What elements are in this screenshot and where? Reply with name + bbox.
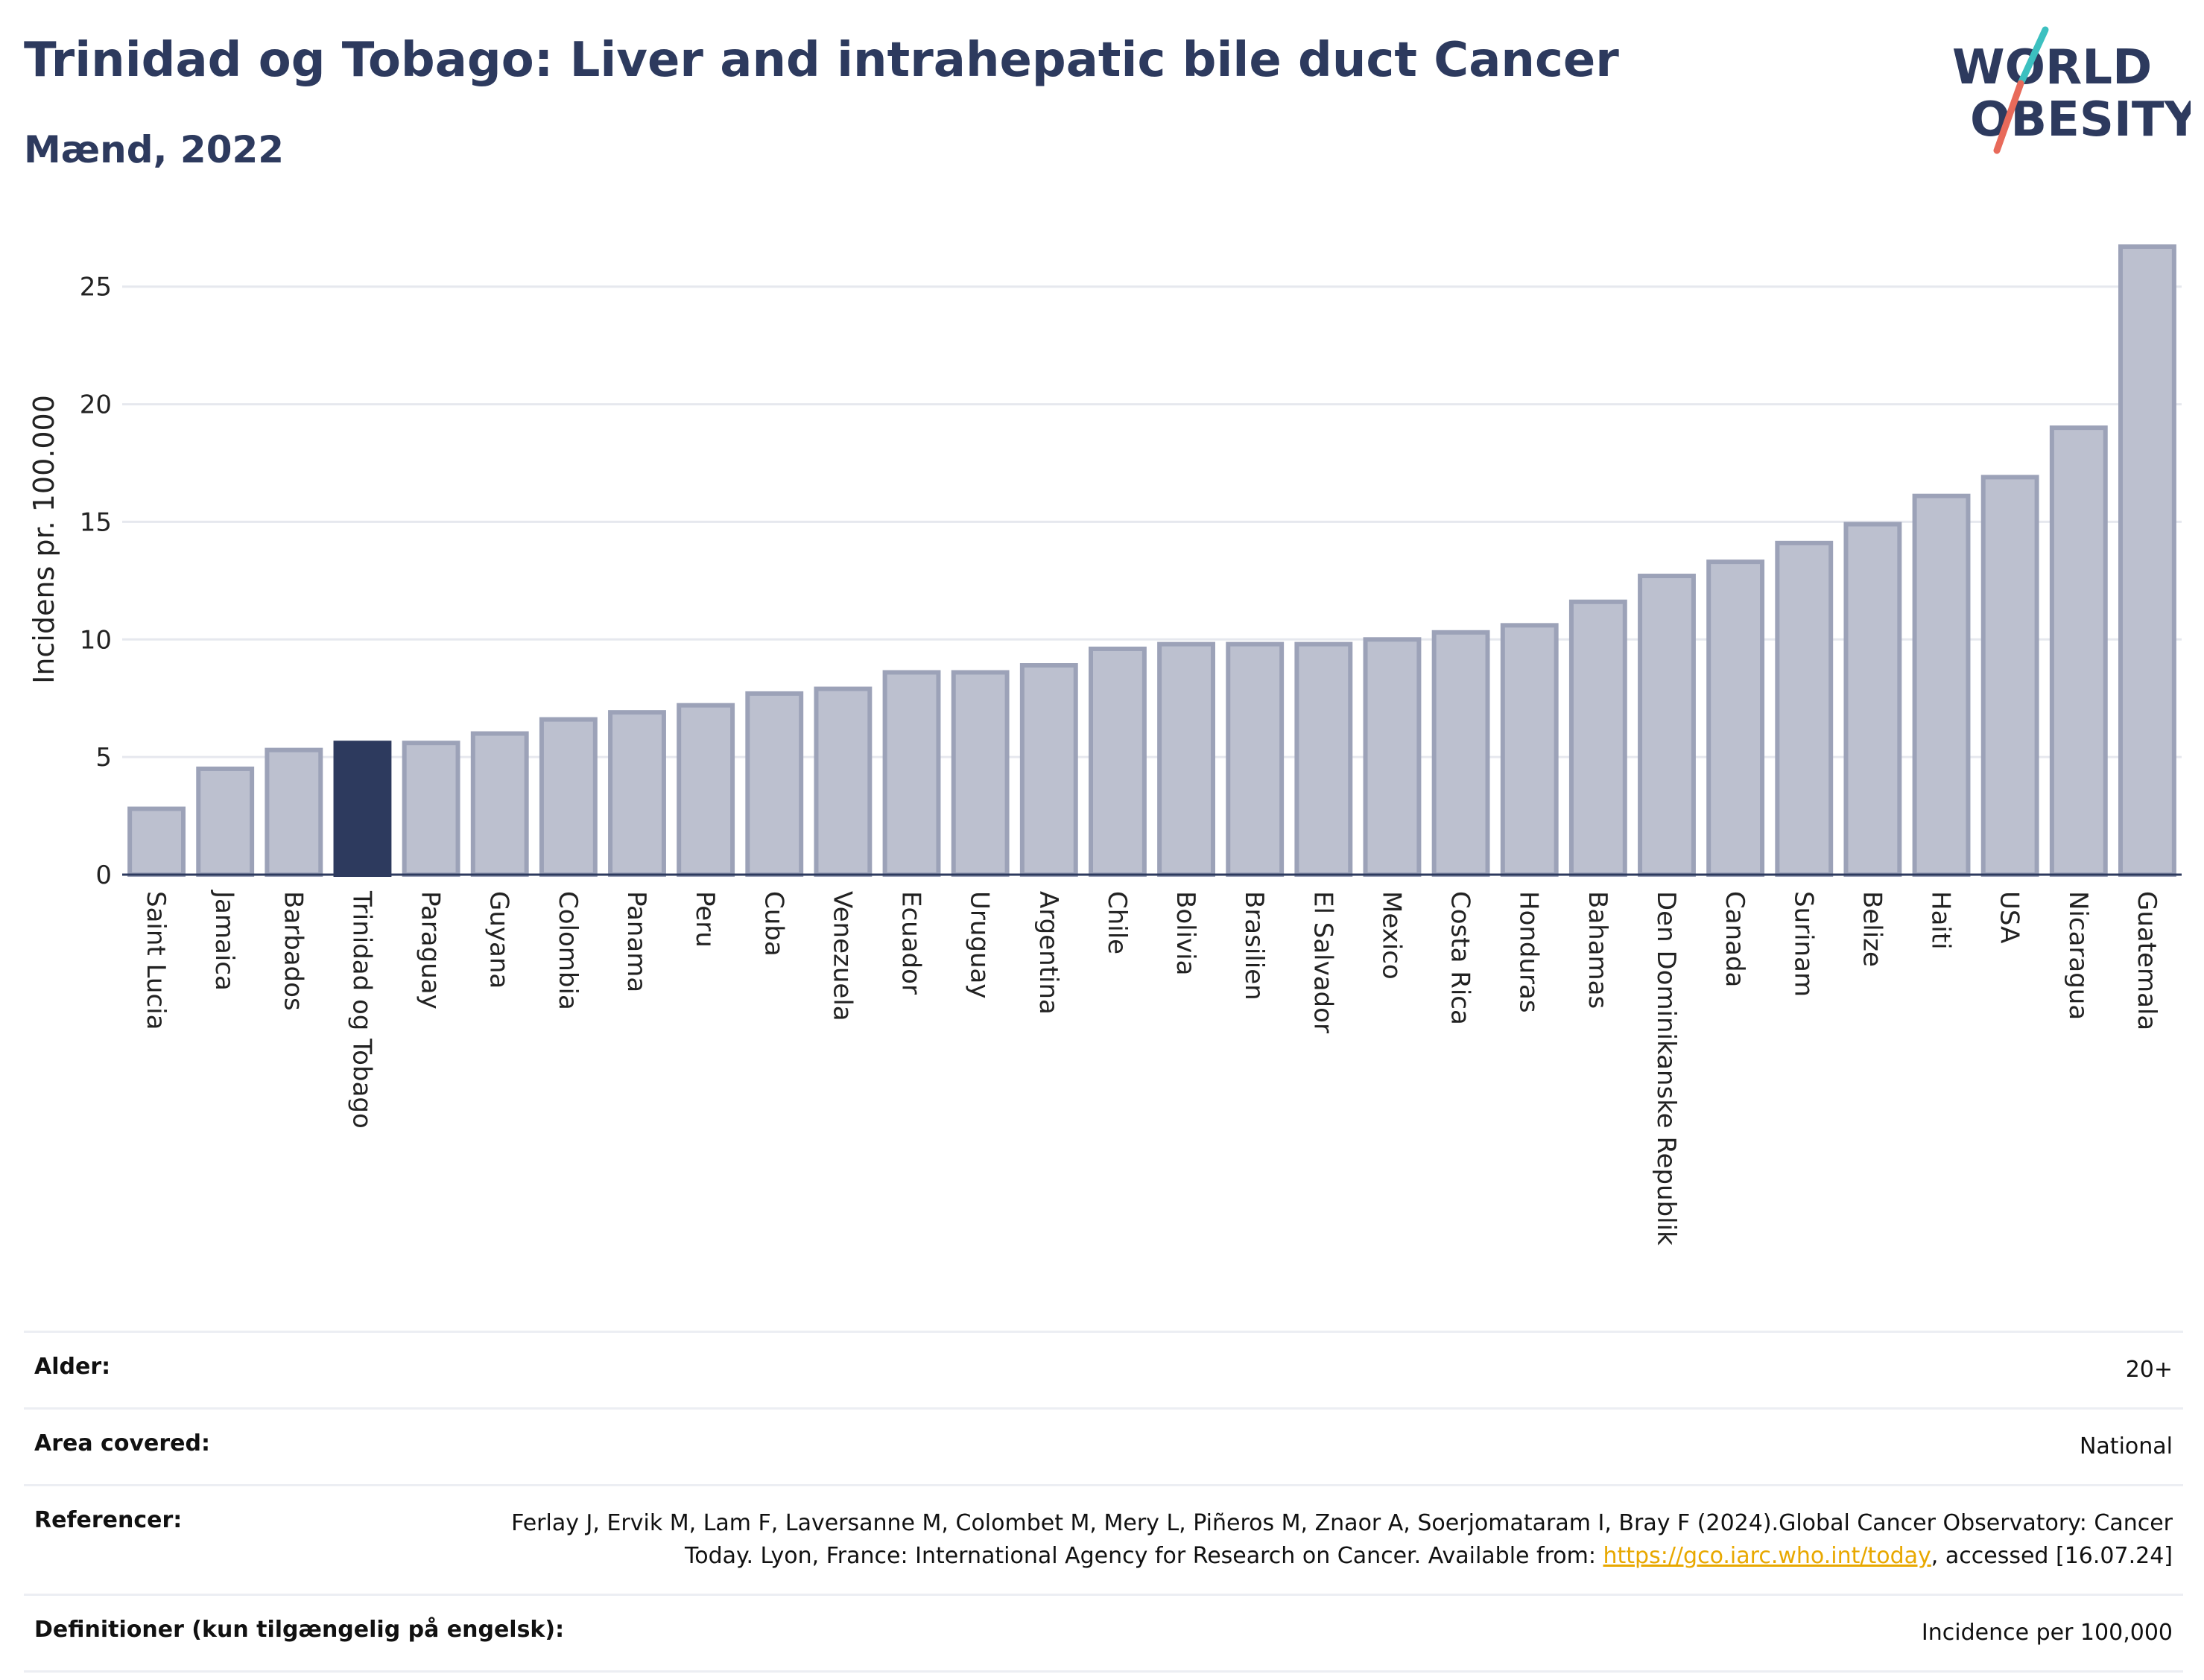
x-tick-label: Argentina	[1033, 891, 1063, 1015]
world-obesity-logo: WORLD OBESITY	[1952, 26, 2191, 154]
bar-venezuela	[814, 686, 873, 877]
x-tick-label: Surinam	[1788, 891, 1818, 997]
bar-belize	[1843, 522, 1902, 877]
y-tick-label: 5	[95, 743, 112, 773]
bar-saint-lucia	[127, 806, 186, 877]
x-tick-label: Peru	[690, 891, 720, 948]
meta-row-references: Referencer: Ferlay J, Ervik M, Lam F, La…	[24, 1484, 2183, 1594]
meta-row-definitions: Definitioner (kun tilgængelig på engelsk…	[24, 1594, 2183, 1673]
bar-chart: 0 5 10 15 20 25 Saint Lucia Jamaica Barbados Tri…	[28, 244, 2182, 1246]
x-tick-label: Brasilien	[1239, 891, 1269, 1001]
x-tick-label: Bahamas	[1583, 891, 1612, 1009]
x-tick-label: Costa Rica	[1445, 891, 1475, 1025]
y-axis-label: Incidens pr. 100.000	[28, 395, 60, 684]
x-tick-label: Barbados	[278, 891, 308, 1011]
bar-surinam	[1775, 540, 1834, 877]
meta-age-value: 20+	[2125, 1357, 2173, 1383]
x-tick-label: Chile	[1102, 891, 1132, 954]
y-tick-label: 15	[80, 507, 112, 537]
meta-row-age: Alder: 20+	[24, 1331, 2183, 1407]
x-tick-label: Belize	[1857, 891, 1887, 967]
meta-row-area: Area covered: National	[24, 1407, 2183, 1484]
x-tick-label: Jamaica	[209, 890, 239, 991]
logo-slash-coral	[1993, 80, 2024, 154]
meta-ref-text-1: Ferlay J, Ervik M, Lam F, Laversanne M, …	[511, 1510, 2173, 1569]
bar-el-salvador	[1294, 641, 1353, 877]
bar-bolivia	[1157, 641, 1215, 877]
x-tick-label: El Salvador	[1308, 891, 1337, 1033]
x-tick-label: Panama	[621, 891, 651, 992]
x-tick-label: Honduras	[1514, 891, 1544, 1013]
y-axis-ticks: 0 5 10 15 20 25	[80, 273, 112, 890]
meta-age-label: Alder:	[34, 1354, 111, 1380]
bar-den-dominikanske-republik	[1638, 574, 1696, 877]
y-tick-label: 20	[80, 390, 112, 420]
bar-ecuador	[882, 670, 941, 877]
y-tick-label: 0	[95, 860, 112, 890]
x-tick-label: Venezuela	[827, 891, 857, 1021]
bar-cuba	[745, 691, 804, 878]
meta-area-value: National	[2079, 1433, 2173, 1459]
bar-colombia	[539, 717, 598, 878]
bar-peru	[677, 703, 735, 878]
x-tick-label: Haiti	[1926, 891, 1956, 950]
bar-nicaragua	[2049, 425, 2108, 877]
x-tick-label: Trinidad og Tobago	[346, 890, 376, 1129]
bar-paraguay	[402, 741, 460, 878]
bar-trinidad-og-tobago	[333, 741, 392, 878]
bar-bahamas	[1568, 599, 1627, 877]
y-tick-label: 25	[80, 273, 112, 302]
y-tick-label: 10	[80, 625, 112, 655]
x-tick-label: Ecuador	[896, 891, 926, 995]
bar-costa-rica	[1431, 630, 1490, 877]
bar-chile	[1089, 646, 1147, 878]
bar-barbados	[265, 747, 323, 878]
x-tick-label: Guatemala	[2132, 891, 2162, 1030]
chart-subtitle: Mænd, 2022	[24, 128, 285, 171]
reference-link[interactable]: https://gco.iarc.who.int/today	[1603, 1543, 1931, 1569]
bar-argentina	[1019, 663, 1078, 877]
x-axis-ticks: Saint Lucia Jamaica Barbados Trinidad og To…	[141, 890, 2162, 1246]
x-tick-label: Nicaragua	[2063, 891, 2093, 1020]
meta-ref-label: Referencer:	[34, 1507, 183, 1533]
meta-def-value: Incidence per 100,000	[1921, 1620, 2173, 1646]
metadata-table: Alder: 20+ Area covered: National Refere…	[24, 1331, 2183, 1673]
x-tick-label: USA	[1995, 891, 2024, 943]
bar-jamaica	[196, 766, 255, 878]
x-tick-label: Guyana	[484, 891, 514, 989]
chart-title: Trinidad og Tobago: Liver and intrahepat…	[24, 33, 1619, 88]
meta-area-label: Area covered:	[34, 1430, 210, 1456]
x-tick-label: Saint Lucia	[141, 891, 171, 1030]
x-tick-label: Den Dominikanske Republik	[1651, 891, 1681, 1246]
bar-guyana	[470, 731, 529, 877]
bar-panama	[608, 710, 666, 878]
x-tick-label: Canada	[1720, 891, 1749, 987]
meta-ref-value: Ferlay J, Ervik M, Lam F, Laversanne M, …	[459, 1507, 2173, 1573]
bar-usa	[1980, 475, 2039, 877]
bar-brasilien	[1226, 641, 1285, 877]
bar-uruguay	[951, 670, 1010, 877]
meta-ref-text-2: , accessed [16.07.24]	[1931, 1543, 2173, 1569]
x-tick-label: Uruguay	[965, 891, 995, 999]
x-tick-label: Mexico	[1376, 891, 1406, 980]
x-tick-label: Colombia	[553, 891, 583, 1010]
x-tick-label: Cuba	[759, 891, 788, 957]
bar-honduras	[1500, 623, 1559, 877]
bar-mexico	[1363, 637, 1422, 877]
bar-haiti	[1912, 493, 1971, 877]
logo-slash-teal	[2017, 26, 2049, 87]
x-tick-label: Bolivia	[1171, 891, 1200, 975]
bars	[127, 244, 2176, 878]
x-tick-label: Paraguay	[416, 891, 446, 1009]
bar-canada	[1706, 560, 1765, 877]
meta-def-label: Definitioner (kun tilgængelig på engelsk…	[34, 1617, 565, 1643]
logo-line1: WORLD	[1952, 40, 2152, 95]
bar-guatemala	[2118, 244, 2176, 877]
grid-lines	[122, 285, 2182, 758]
